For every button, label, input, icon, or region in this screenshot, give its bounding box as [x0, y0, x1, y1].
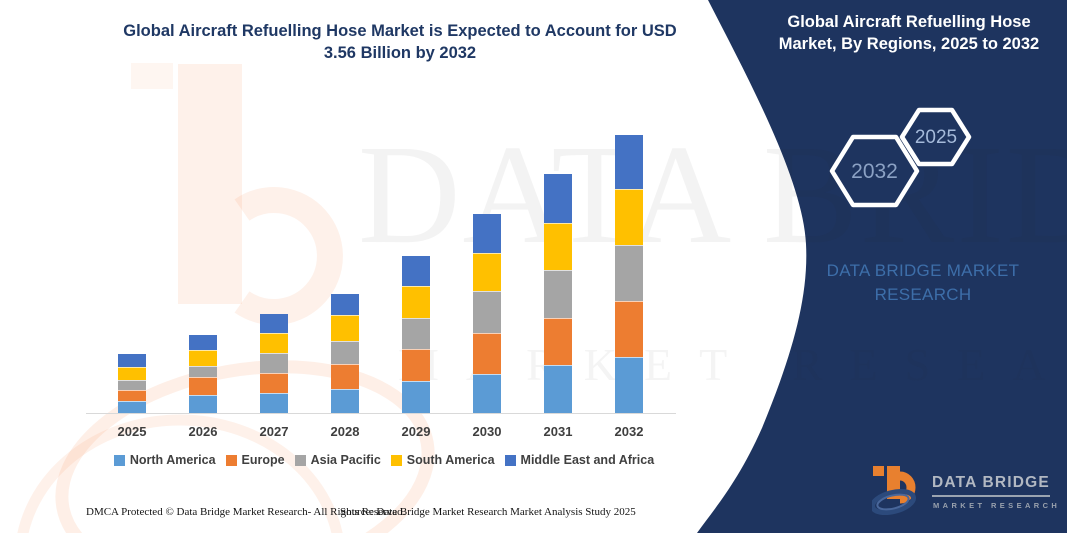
bar-segment-north-america	[260, 392, 288, 413]
logo-tagline-text: MARKET RESEARCH	[933, 501, 1061, 510]
x-axis-label-2025: 2025	[117, 424, 147, 439]
x-axis-line	[86, 413, 676, 414]
bar-segment-south-america	[544, 222, 572, 271]
panel-brand-line2: RESEARCH	[874, 285, 972, 305]
legend-swatch-icon	[390, 454, 402, 466]
bar-2025	[118, 353, 146, 413]
bar-segment-south-america	[189, 349, 217, 366]
bar-segment-north-america	[544, 365, 572, 413]
legend-swatch-icon	[504, 454, 516, 466]
bar-segment-europe	[402, 349, 430, 381]
bar-segment-north-america	[615, 356, 643, 413]
panel-brand-text: DATA BRIDGE MARKET RESEARCH	[812, 259, 1034, 307]
bar-segment-asia-pacific	[402, 317, 430, 349]
bar-segment-south-america	[118, 367, 146, 381]
legend-label: Middle East and Africa	[520, 453, 655, 467]
legend-item-europe: Europe	[225, 453, 285, 467]
x-axis-label-2030: 2030	[472, 424, 502, 439]
bar-segment-europe	[331, 363, 359, 389]
chart-title-line2: 3.56 Billion by 2032	[323, 44, 477, 63]
chart-title: Global Aircraft Refuelling Hose Market i…	[90, 20, 710, 65]
bar-segment-north-america	[118, 400, 146, 413]
x-axis-label-2029: 2029	[401, 424, 431, 439]
panel-heading: Global Aircraft Refuelling Hose Market, …	[763, 12, 1055, 56]
panel-heading-line1: Global Aircraft Refuelling Hose	[787, 13, 1031, 31]
bar-segment-europe	[615, 300, 643, 357]
bar-segment-middle-east-and-africa	[402, 256, 430, 286]
navy-panel	[697, 0, 1067, 533]
bar-2026	[189, 335, 217, 413]
bar-segment-europe	[118, 390, 146, 401]
legend-swatch-icon	[294, 454, 306, 466]
bar-segment-middle-east-and-africa	[473, 214, 501, 254]
bar-segment-asia-pacific	[473, 291, 501, 333]
bar-segment-asia-pacific	[615, 245, 643, 301]
legend-label: North America	[129, 453, 216, 467]
legend-item-middle-east-and-africa: Middle East and Africa	[504, 453, 655, 467]
databridge-logo: DATA BRIDGE MARKET RESEARCH	[872, 458, 1057, 520]
chart-legend: North America Europe Asia Pacific South Ame…	[88, 453, 680, 467]
chart-title-line1: Global Aircraft Refuelling Hose Market i…	[123, 22, 677, 40]
bar-segment-middle-east-and-africa	[260, 313, 288, 334]
bar-2032	[615, 135, 643, 413]
peach-b-watermark	[17, 63, 435, 533]
hexagon-2032	[829, 134, 920, 208]
bar-segment-middle-east-and-africa	[189, 335, 217, 350]
x-axis-label-2028: 2028	[330, 424, 360, 439]
x-axis-label-2027: 2027	[259, 424, 289, 439]
bar-segment-europe	[260, 373, 288, 393]
bar-2031	[544, 174, 572, 413]
bar-segment-south-america	[260, 333, 288, 353]
bar-2027	[260, 313, 288, 413]
bar-segment-europe	[473, 332, 501, 374]
hexagon-2025-label: 2025	[914, 127, 958, 148]
hexagon-2025	[899, 107, 972, 167]
bar-segment-south-america	[331, 314, 359, 342]
legend-swatch-icon	[225, 454, 237, 466]
bar-segment-asia-pacific	[189, 365, 217, 378]
bar-segment-north-america	[402, 381, 430, 413]
hexagon-2032-label: 2032	[851, 160, 898, 183]
bar-segment-south-america	[402, 285, 430, 318]
bar-segment-middle-east-and-africa	[615, 135, 643, 190]
legend-label: Asia Pacific	[310, 453, 381, 467]
bar-segment-asia-pacific	[544, 270, 572, 318]
bar-segment-middle-east-and-africa	[544, 174, 572, 223]
x-axis-label-2032: 2032	[614, 424, 644, 439]
bar-segment-south-america	[615, 189, 643, 246]
bar-segment-north-america	[189, 395, 217, 413]
panel-brand-line1: DATA BRIDGE MARKET	[826, 261, 1020, 280]
bar-segment-asia-pacific	[260, 352, 288, 374]
watermark-marketresearch-text: MARKET RESEARCH	[398, 339, 1067, 390]
legend-item-north-america: North America	[113, 453, 216, 467]
bar-segment-middle-east-and-africa	[118, 353, 146, 368]
databridge-logo-mark-icon	[872, 466, 917, 516]
bar-segment-europe	[189, 377, 217, 396]
bar-segment-north-america	[331, 388, 359, 413]
bar-2028	[331, 293, 359, 413]
legend-swatch-icon	[113, 454, 125, 466]
x-axis-label-2031: 2031	[543, 424, 573, 439]
logo-name-text: DATA BRIDGE	[932, 474, 1050, 497]
bar-segment-middle-east-and-africa	[331, 293, 359, 315]
footer-dmca-text: DMCA Protected © Data Bridge Market Rese…	[86, 506, 406, 518]
legend-label: South America	[406, 453, 495, 467]
bar-segment-south-america	[473, 253, 501, 292]
bar-segment-asia-pacific	[331, 341, 359, 364]
x-axis-label-2026: 2026	[188, 424, 218, 439]
legend-label: Europe	[241, 453, 285, 467]
legend-item-asia-pacific: Asia Pacific	[294, 453, 381, 467]
panel-heading-line2: Market, By Regions, 2025 to 2032	[778, 34, 1040, 53]
bar-segment-europe	[544, 317, 572, 366]
bar-segment-north-america	[473, 374, 501, 413]
bar-segment-asia-pacific	[118, 380, 146, 391]
footer-source-text: Source: Data Bridge Market Research Mark…	[340, 506, 636, 518]
bar-2030	[473, 214, 501, 413]
legend-item-south-america: South America	[390, 453, 495, 467]
bar-2029	[402, 256, 430, 413]
